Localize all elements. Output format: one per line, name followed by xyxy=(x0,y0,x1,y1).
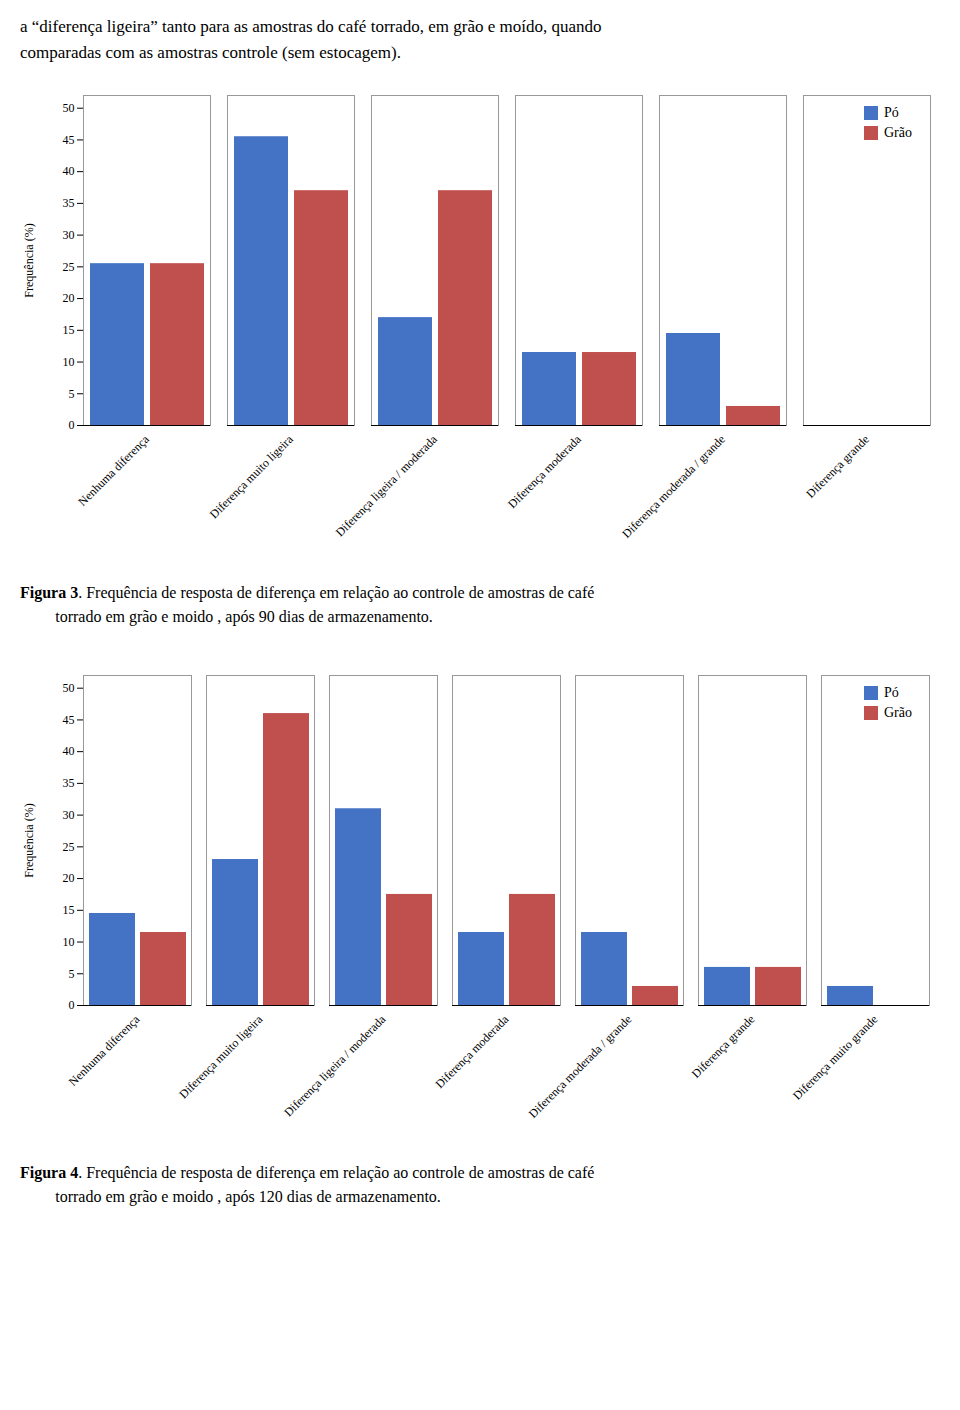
svg-text:40: 40 xyxy=(63,744,75,758)
html-text:Figura 3. Frequência de respos: Figura 3. Frequência de resposta de dife… xyxy=(20,584,595,601)
svg-text:Frequência (%): Frequência (%) xyxy=(22,803,36,877)
svg-text:15: 15 xyxy=(63,903,75,917)
svg-text:Diferença grande: Diferença grande xyxy=(803,432,872,501)
svg-text:10: 10 xyxy=(63,935,75,949)
svg-text:Diferença moderada: Diferença moderada xyxy=(432,1012,511,1091)
html-text:Grão: Grão xyxy=(884,705,912,720)
svg-text:10: 10 xyxy=(63,355,75,369)
svg-text:15: 15 xyxy=(63,323,75,337)
svg-text:50: 50 xyxy=(63,681,75,695)
svg-text:Diferença muito ligeira: Diferença muito ligeira xyxy=(176,1012,266,1102)
html-text:Pó: Pó xyxy=(884,105,899,120)
html-text:Figura 4. Frequência de respos: Figura 4. Frequência de resposta de dife… xyxy=(20,1164,595,1181)
html-text:Pó: Pó xyxy=(884,685,899,700)
svg-text:20: 20 xyxy=(63,871,75,885)
html-text:a “diferença ligeira” tanto pa: a “diferença ligeira” tanto para as amos… xyxy=(20,17,602,36)
svg-text:Diferença moderada / grande: Diferença moderada / grande xyxy=(619,432,728,541)
svg-text:5: 5 xyxy=(69,967,75,981)
svg-text:Frequência (%): Frequência (%) xyxy=(22,223,36,297)
html-text:Grão: Grão xyxy=(884,125,912,140)
svg-text:35: 35 xyxy=(63,196,75,210)
svg-text:25: 25 xyxy=(63,260,75,274)
html-text:torrado em grão e moido , após: torrado em grão e moido , após 120 dias … xyxy=(55,1188,441,1205)
svg-text:Diferença muito grande: Diferença muito grande xyxy=(790,1012,880,1102)
svg-text:Diferença muito ligeira: Diferença muito ligeira xyxy=(207,432,297,522)
svg-text:Diferença moderada / grande: Diferença moderada / grande xyxy=(526,1012,635,1121)
svg-text:Nenhuma diferença: Nenhuma diferença xyxy=(75,432,152,509)
svg-text:Diferença ligeira / moderada: Diferença ligeira / moderada xyxy=(333,432,441,540)
svg-text:40: 40 xyxy=(63,164,75,178)
svg-text:35: 35 xyxy=(63,776,75,790)
svg-text:Diferença ligeira / moderada: Diferença ligeira / moderada xyxy=(281,1012,389,1120)
svg-text:0: 0 xyxy=(69,998,75,1012)
svg-text:5: 5 xyxy=(69,387,75,401)
svg-text:30: 30 xyxy=(63,808,75,822)
svg-text:30: 30 xyxy=(63,228,75,242)
svg-text:20: 20 xyxy=(63,291,75,305)
svg-text:Diferença moderada: Diferença moderada xyxy=(505,432,584,511)
svg-text:25: 25 xyxy=(63,840,75,854)
svg-text:0: 0 xyxy=(69,418,75,432)
svg-text:45: 45 xyxy=(63,713,75,727)
html-text:torrado em grão e moido , após: torrado em grão e moido , após 90 dias d… xyxy=(55,608,433,625)
svg-text:Nenhuma diferença: Nenhuma diferença xyxy=(66,1012,143,1089)
html-text:comparadas com as amostras con: comparadas com as amostras controle (sem… xyxy=(20,42,401,62)
svg-text:50: 50 xyxy=(63,101,75,115)
svg-text:Diferença grande: Diferença grande xyxy=(689,1012,758,1081)
svg-text:45: 45 xyxy=(63,133,75,147)
